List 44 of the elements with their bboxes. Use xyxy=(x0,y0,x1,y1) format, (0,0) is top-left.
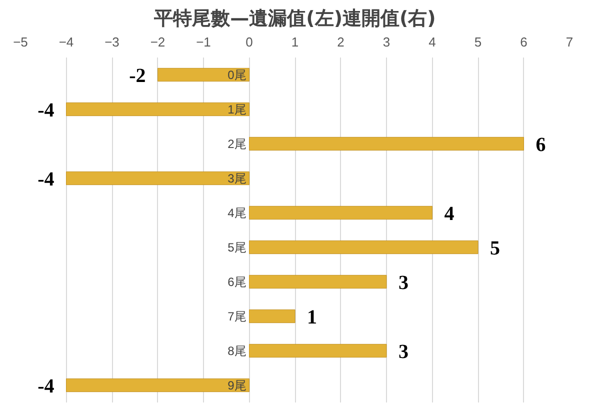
bar xyxy=(249,136,524,151)
y-tick-label: 0尾 xyxy=(228,68,246,82)
data-label: 1 xyxy=(307,306,317,328)
data-label: 3 xyxy=(398,340,408,363)
bar xyxy=(66,102,250,116)
data-label: 3 xyxy=(398,272,408,294)
y-tick-label: 3尾 xyxy=(228,171,246,186)
bar xyxy=(158,68,250,82)
x-tick-label: −3 xyxy=(104,34,120,50)
x-tick-label: 6 xyxy=(520,34,528,50)
bar xyxy=(249,344,387,358)
y-tick-label: 6尾 xyxy=(228,274,246,289)
data-label: -4 xyxy=(38,375,54,398)
bar xyxy=(249,206,432,220)
x-tick-label: 3 xyxy=(382,34,390,50)
data-label: 5 xyxy=(490,237,500,260)
x-tick-label: −4 xyxy=(58,34,74,50)
data-label: -4 xyxy=(38,99,54,122)
x-tick-label: 0 xyxy=(246,34,253,50)
y-tick-label: 8尾 xyxy=(228,344,246,358)
x-tick-label: −1 xyxy=(196,34,211,50)
data-label: 6 xyxy=(536,134,546,156)
y-tick-label: 9尾 xyxy=(228,378,246,392)
bar xyxy=(66,378,250,392)
x-tick-label: 7 xyxy=(566,34,574,50)
x-tick-label: 5 xyxy=(474,34,482,50)
y-tick-label: 1尾 xyxy=(228,102,246,116)
x-tick-label: −5 xyxy=(13,34,28,50)
data-label: 4 xyxy=(444,202,454,225)
y-tick-label: 5尾 xyxy=(228,240,246,254)
bar xyxy=(249,240,478,254)
y-tick-label: 2尾 xyxy=(228,136,246,151)
bar xyxy=(66,171,250,186)
y-tick-label: 4尾 xyxy=(228,206,246,220)
bar xyxy=(249,309,296,324)
y-tick-label: 7尾 xyxy=(228,309,246,324)
x-tick-label: 4 xyxy=(428,34,436,50)
x-tick-label: 1 xyxy=(291,34,299,50)
x-tick-label: −2 xyxy=(150,34,166,50)
x-tick-label: 2 xyxy=(337,34,344,50)
chart-title: 平特尾數—遺漏值(左)連開值(右) xyxy=(153,8,436,30)
bar xyxy=(249,274,387,289)
data-label: -2 xyxy=(129,64,146,87)
data-label: -4 xyxy=(38,168,54,190)
